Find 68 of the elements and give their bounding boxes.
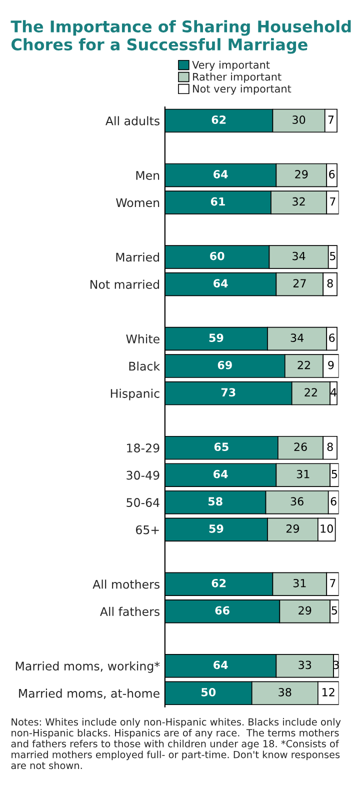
y-tick-label: 50-64	[126, 498, 160, 507]
data-label: 64	[214, 279, 228, 288]
data-label: 50	[202, 688, 216, 696]
y-tick-label: All adults	[106, 116, 160, 126]
y-tick-label: All mothers	[92, 580, 160, 589]
text: Notes: Whites include only non-Hispanic whites. Blacks include only non-Hispanic blacks. Hispanics are of any race. The terms mothers and fathers refers to those with children under age 18. *Consists of married mothers employed full- or part-time. Don't know responses are not shown.	[11, 718, 341, 770]
data-label: 6	[329, 334, 335, 342]
data-label: 22	[304, 388, 317, 396]
y-tick-label: All fathers	[100, 606, 160, 616]
y-tick-label: Married moms, working*	[16, 661, 160, 673]
data-label: 26	[294, 442, 307, 452]
data-label: 5	[332, 606, 338, 615]
data-label: 34	[292, 252, 306, 260]
data-label: 29	[286, 524, 300, 533]
data-label: 69	[218, 360, 232, 370]
data-label: 65	[214, 442, 228, 452]
data-label: 64	[214, 660, 228, 670]
y-tick-label: Married moms, at-home	[19, 688, 160, 700]
data-label: 36	[290, 497, 304, 506]
data-label: 7	[330, 197, 336, 206]
y-tick-label: Married	[116, 252, 159, 262]
data-label: 8	[327, 279, 333, 288]
data-label: 60	[210, 252, 224, 260]
y-tick-label: White	[126, 334, 160, 344]
data-label: 59	[209, 524, 224, 533]
data-label: 73	[221, 388, 236, 397]
data-label: 6	[329, 170, 335, 178]
y-tick-label: Women	[116, 198, 160, 208]
data-label: 6	[330, 497, 336, 506]
data-label: 10	[320, 524, 333, 533]
data-label: 62	[212, 116, 226, 124]
data-label: 64	[214, 170, 228, 178]
chart-title: The Importance of Sharing Household Chores for a Successful Marriage	[10, 20, 351, 54]
data-label: 38	[278, 688, 292, 696]
data-label: 29	[295, 170, 308, 178]
legend-label: Not very important	[193, 84, 292, 95]
data-label: 32	[292, 197, 305, 206]
data-label: 33	[298, 660, 312, 670]
data-label: 30	[292, 116, 306, 124]
data-label: 4	[330, 388, 336, 396]
data-label: 5	[330, 252, 336, 260]
data-label: 61	[210, 197, 225, 206]
data-label: 8	[327, 442, 333, 452]
data-label: 7	[330, 579, 336, 588]
data-label: 66	[215, 606, 230, 615]
data-label: 59	[209, 334, 224, 342]
data-label: 34	[290, 334, 304, 342]
y-tick-label: Black	[129, 362, 160, 371]
data-label: 31	[293, 578, 306, 588]
y-tick-label: Men	[136, 171, 160, 180]
data-label: 31	[296, 470, 310, 478]
y-tick-label: 18-29	[127, 444, 160, 452]
data-label: 22	[298, 360, 310, 370]
data-label: 27	[293, 279, 306, 288]
data-label: 64	[214, 470, 228, 478]
data-label: 9	[328, 360, 334, 370]
data-label: 29	[298, 606, 312, 615]
data-label: 5	[332, 470, 338, 478]
data-label: 7	[328, 116, 334, 124]
legend-label: Very important	[192, 60, 270, 71]
data-label: 62	[212, 578, 226, 588]
y-tick-label: Not married	[90, 280, 159, 289]
y-tick-label: 65+	[136, 525, 159, 534]
y-tick-label: Hispanic	[110, 388, 160, 400]
data-label: 58	[208, 497, 222, 506]
legend-label: Rather important	[193, 72, 282, 83]
data-label: 12	[322, 688, 334, 696]
y-tick-label: 30-49	[126, 470, 160, 480]
